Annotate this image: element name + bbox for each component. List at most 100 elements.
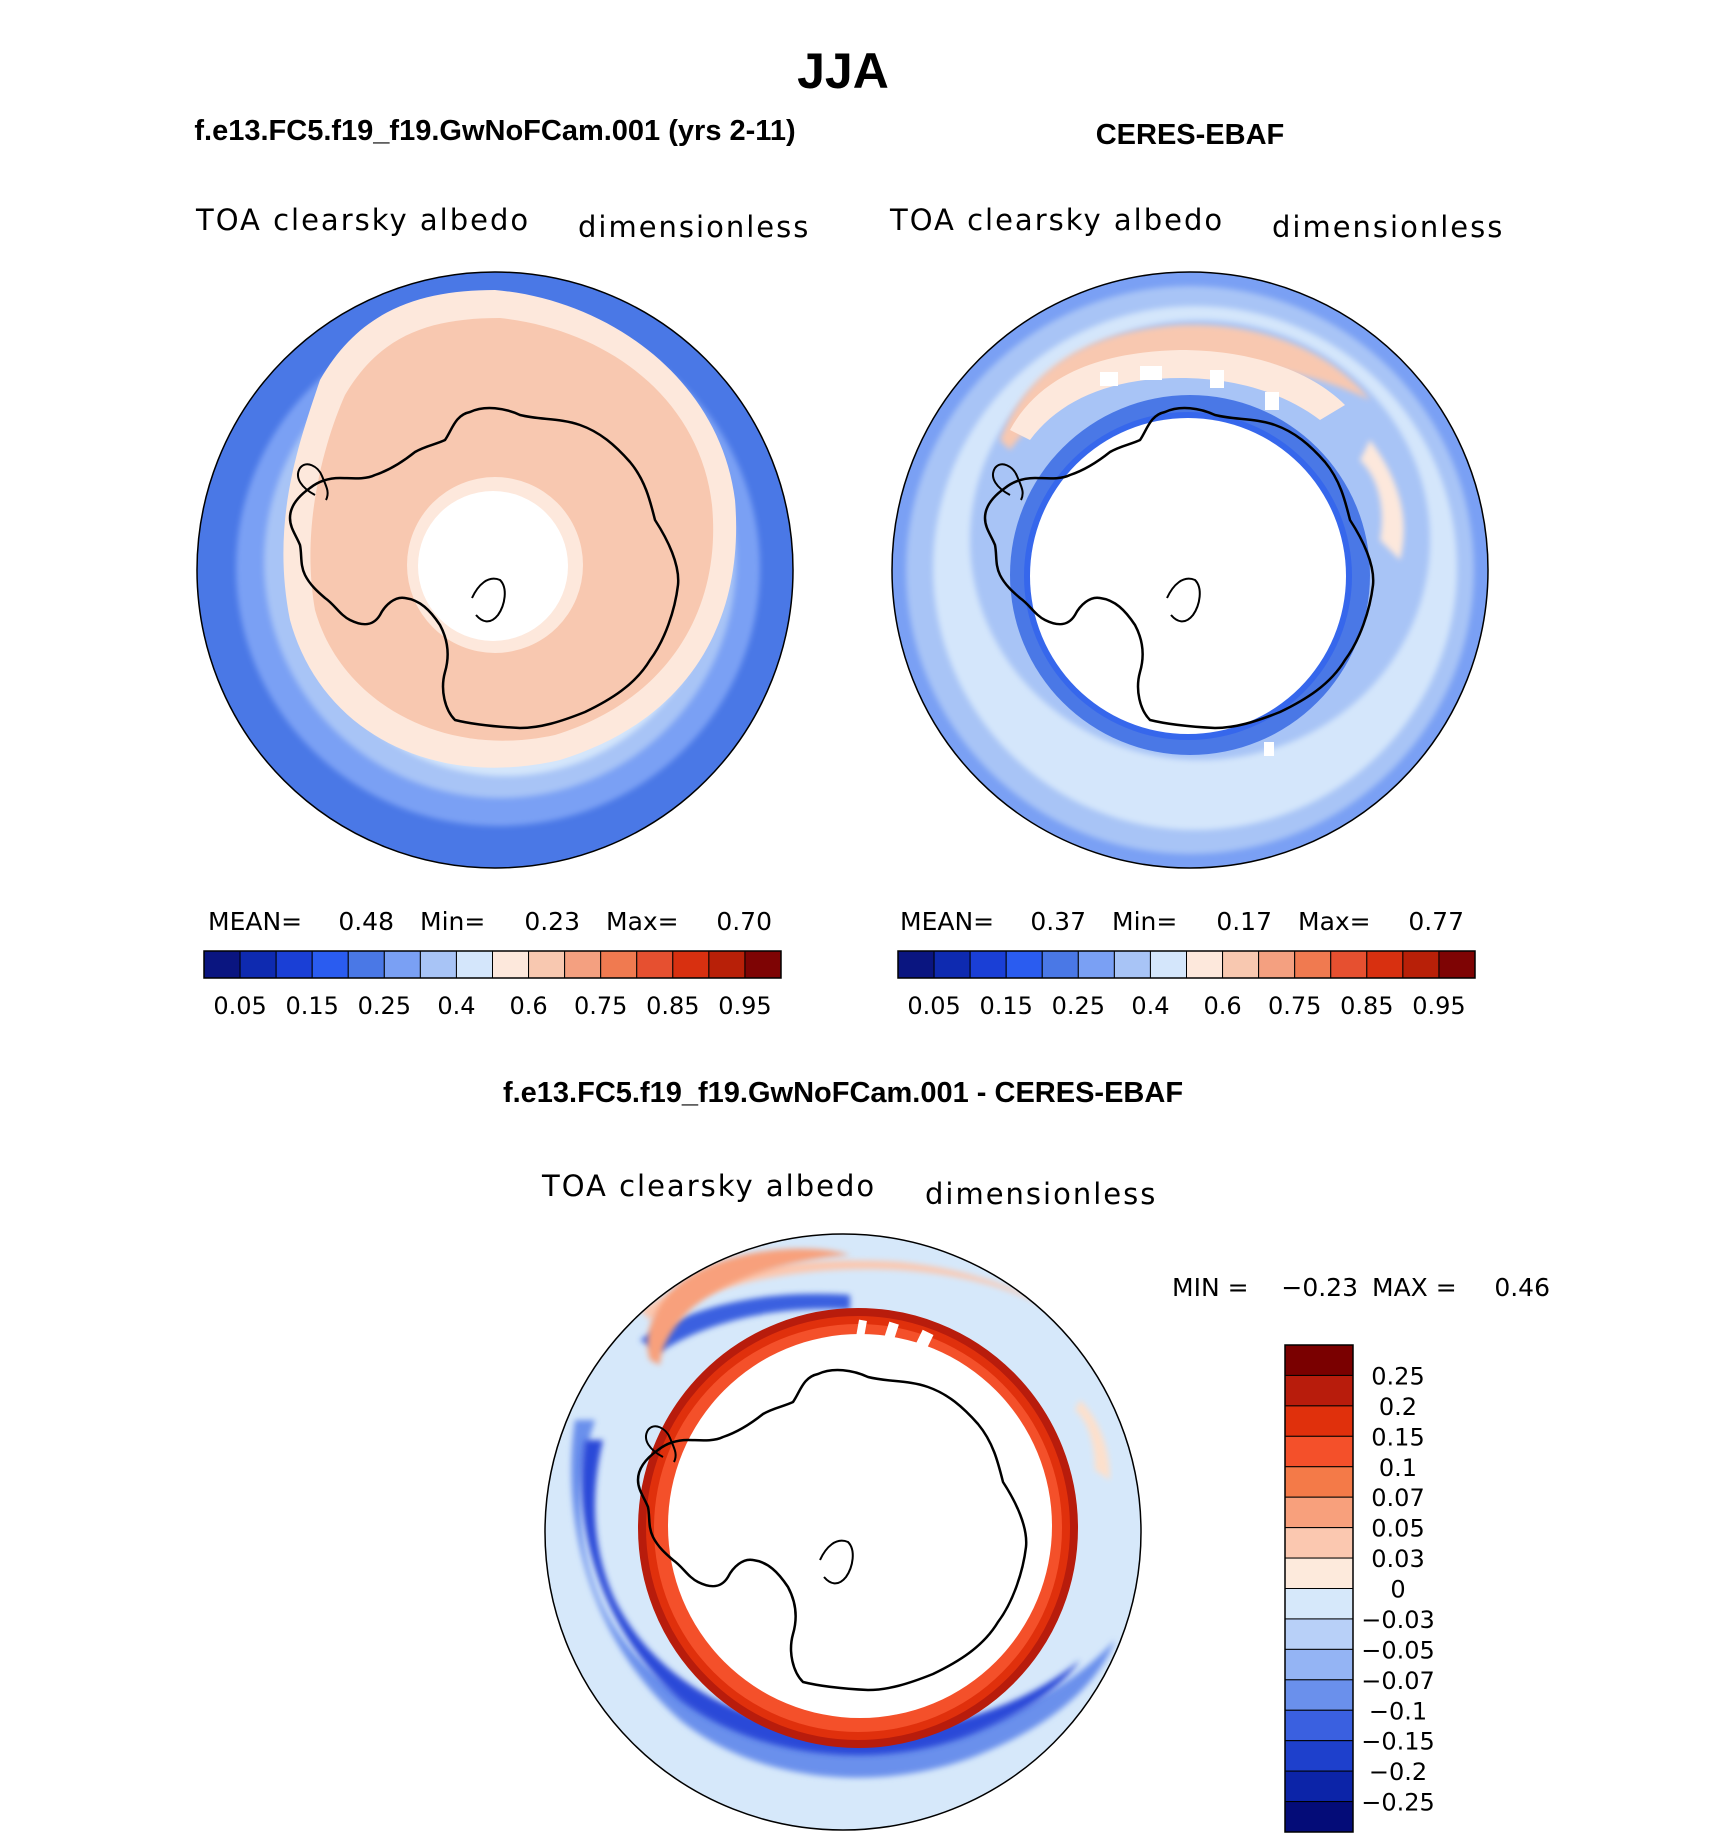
panel1-colorbar-swatch [311,950,349,979]
panel3-colorbar-swatch [1284,1557,1354,1589]
panel1-colorbar-swatch [239,950,277,979]
panel2-colorbar-swatch [1113,950,1151,979]
panel1-colorbar-swatch [492,950,530,979]
panel3-min-label: MIN = [1172,1273,1249,1302]
panel1-colorbar-swatch [672,950,710,979]
panel2-min-label: Min= [1112,907,1177,936]
panel2-variable-label: TOA clearsky albedo [889,203,1224,237]
panel1-colorbar-swatch [600,950,638,979]
panel1-colorbar-swatch [528,950,566,979]
panel2-colorbar-tick-label: 0.6 [1203,992,1241,1020]
panel3-colorbar-tick-label: 0.1 [1379,1454,1417,1482]
panel3-variable-label: TOA clearsky albedo [541,1169,876,1203]
panel1-min-label: Min= [420,907,485,936]
panel3-units-label: dimensionless [925,1177,1157,1211]
panel2-colorbar-tick-label: 0.05 [907,992,960,1020]
panel1-colorbar-swatch [383,950,421,979]
panel2-colorbar-swatch [1438,950,1476,979]
panel1-min-value: 0.23 [524,907,580,936]
panel3-colorbar-swatch [1284,1648,1354,1681]
panel1-colorbar-tick-label: 0.15 [285,992,338,1020]
panel2-colorbar-swatch [969,950,1007,979]
panel3-colorbar-frame [1284,1344,1354,1833]
panel1-colorbar-swatch [636,950,674,979]
panel3-colorbar-swatch [1284,1801,1354,1833]
panel3-colorbar-swatch [1284,1588,1354,1620]
panel3-colorbar-tick-label: −0.07 [1361,1667,1435,1695]
panel2-colorbar-swatch [1366,950,1404,979]
panel1-colorbar-frame [203,950,782,979]
panel2-units-label: dimensionless [1272,210,1504,244]
panel1-colorbar-swatch [203,950,241,979]
panel2-max-label: Max= [1298,907,1371,936]
panel3-colorbar-tick-label: −0.2 [1369,1758,1427,1786]
panel3-polar-map [544,1233,1142,1831]
panel2-case-title: CERES-EBAF [1096,119,1285,151]
panel3-colorbar-tick-label: 0 [1390,1576,1405,1604]
panel2-colorbar-frame [897,950,1476,979]
panel2-mean-value: 0.37 [1030,907,1086,936]
panel2-colorbar-swatch [1330,950,1368,979]
panel3-colorbar-swatch [1284,1374,1354,1407]
panel2-colorbar-swatch [1222,950,1260,979]
panel1-polar-map [196,271,794,869]
panel1-colorbar-tick-label: 0.05 [213,992,266,1020]
panel1-colorbar-swatch [455,950,493,979]
panel2-colorbar: 0.05 0.15 0.25 0.4 0.6 0.75 0.85 0.95 [897,950,1476,1020]
panel3-colorbar: 0.25 0.20.15 0.10.07 0.050.03 0−0.03−0.05 −0.… [1284,1344,1435,1833]
panel1-colorbar-tick-label: 0.6 [509,992,547,1020]
panel1-colorbar-tick-label: 0.4 [437,992,475,1020]
panel3-colorbar-swatch [1284,1496,1354,1529]
panel1-colorbar-tick-label: 0.75 [574,992,627,1020]
panel3-colorbar-tick-label: −0.1 [1369,1697,1427,1725]
panel3-colorbar-tick-label: 0.25 [1371,1362,1424,1390]
panel1-colorbar-tick-label: 0.95 [718,992,771,1020]
panel2-colorbar-swatch [1294,950,1332,979]
panel3-colorbar-tick-label: 0.2 [1379,1393,1417,1421]
panel2-colorbar-tick-label: 0.25 [1052,992,1105,1020]
panel2-colorbar-swatch [1402,950,1440,979]
panel3-colorbar-swatch [1284,1466,1354,1498]
panel3-colorbar-swatch [1284,1709,1354,1742]
panel3-colorbar-tick-label: 0.05 [1371,1515,1424,1543]
panel1-case-title: f.e13.FC5.f19_f19.GwNoFCam.001 (yrs 2-11… [194,115,795,147]
panel3-colorbar-tick-label: −0.25 [1361,1789,1435,1817]
panel3-colorbar-tick-label: 0.15 [1371,1423,1424,1451]
panel2-min-value: 0.17 [1216,907,1272,936]
panel1-colorbar-swatch [419,950,457,979]
panel2-colorbar-swatch [1186,950,1224,979]
panel1-mean-value: 0.48 [338,907,394,936]
panel2-colorbar-tick-label: 0.4 [1131,992,1169,1020]
panel2-colorbar-swatch [1077,950,1115,979]
panel1-variable-label: TOA clearsky albedo [195,203,530,237]
panel2-colorbar-swatch [1041,950,1079,979]
panel2-colorbar-swatch [897,950,935,979]
panel2-colorbar-tick-label: 0.15 [979,992,1032,1020]
panel1-mean-label: MEAN= [208,907,302,936]
panel2-mean-label: MEAN= [900,907,994,936]
panel3-coastline [636,1368,1028,1692]
panel3-colorbar-tick-label: −0.03 [1361,1606,1435,1634]
panel3-colorbar-swatch [1284,1344,1354,1376]
panel3-colorbar-swatch [1284,1405,1354,1437]
panel3-colorbar-swatch [1284,1527,1354,1559]
panel2-colorbar-tick-label: 0.95 [1412,992,1465,1020]
panel3-case-title: f.e13.FC5.f19_f19.GwNoFCam.001 - CERES-E… [503,1077,1183,1109]
panel3-colorbar-swatch [1284,1618,1354,1650]
panel2-colorbar-tick-label: 0.85 [1340,992,1393,1020]
panel2-colorbar-tick-label: 0.75 [1268,992,1321,1020]
panel3-colorbar-swatch [1284,1740,1354,1772]
panel1-colorbar-swatch [744,950,782,979]
panel3-colorbar-swatch [1284,1770,1354,1803]
panel3-colorbar-tick-label: −0.05 [1361,1636,1435,1664]
panel3-colorbar-tick-label: −0.15 [1361,1728,1435,1756]
panel3-min-value: −0.23 [1281,1273,1358,1302]
panel1-coastline [288,406,680,730]
panel2-colorbar-swatch [1005,950,1043,979]
panel1-colorbar: 0.05 0.15 0.25 0.4 0.6 0.75 0.85 0.95 [203,950,782,1020]
panel1-colorbar-swatch [564,950,602,979]
panel2-colorbar-swatch [933,950,971,979]
panel3-max-value: 0.46 [1494,1273,1550,1302]
panel1-max-label: Max= [606,907,679,936]
